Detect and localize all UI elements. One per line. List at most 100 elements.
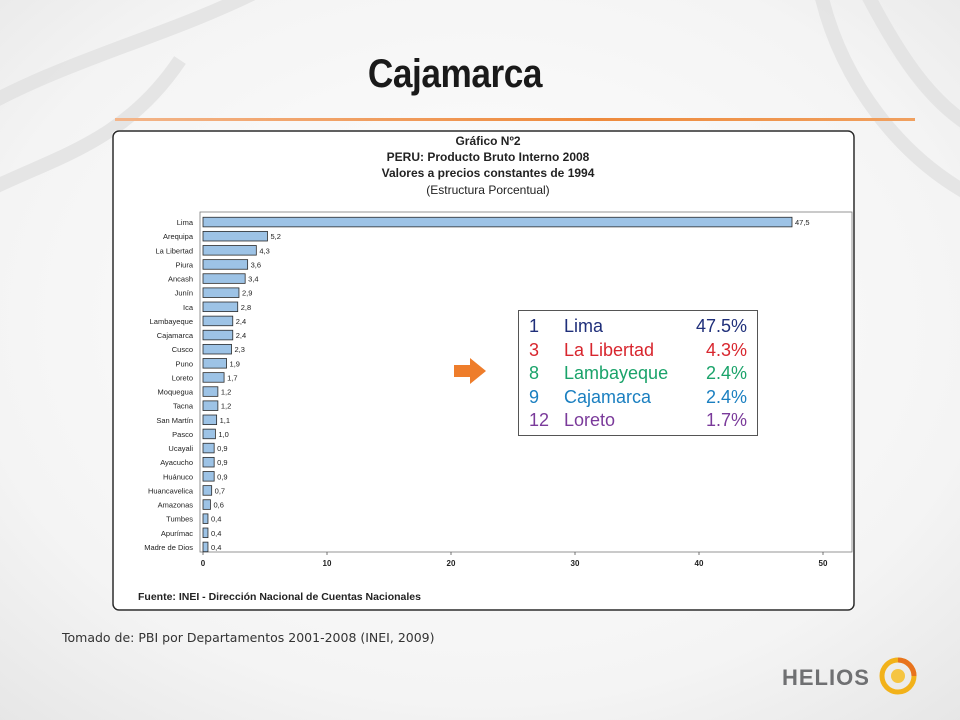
- callout-pct: 1.7%: [705, 410, 747, 430]
- category-label: Tacna: [173, 402, 194, 411]
- x-tick-label: 50: [819, 559, 828, 568]
- category-label: Huánuco: [163, 472, 193, 481]
- category-label: Huancavelica: [148, 486, 194, 495]
- bar: [202, 216, 793, 228]
- logo-text: HELIOS: [782, 665, 870, 690]
- category-label: Arequipa: [163, 232, 194, 241]
- value-label: 1,9: [230, 359, 240, 368]
- value-label: 0,7: [215, 486, 225, 495]
- bar: [202, 273, 246, 284]
- bar: [202, 414, 218, 426]
- callout-name: La Libertad: [564, 339, 655, 360]
- value-label: 2,9: [242, 289, 252, 298]
- bar: [202, 499, 211, 510]
- right-arrow-icon: [454, 358, 486, 384]
- value-label: 0,4: [211, 543, 221, 552]
- value-label: 2,3: [235, 345, 245, 354]
- plot-area: [199, 211, 853, 553]
- chart-source: Fuente: INEI - Dirección Nacional de Cue…: [138, 591, 421, 603]
- category-label: Ica: [183, 303, 194, 312]
- x-tick-label: 10: [323, 559, 332, 568]
- callout-name: Lambayeque: [564, 363, 669, 383]
- bar: [202, 527, 209, 539]
- bar: [202, 386, 219, 397]
- category-label: San Martín: [156, 416, 193, 425]
- bar: [202, 400, 219, 411]
- value-label: 2,8: [241, 303, 251, 312]
- bar: [202, 329, 234, 341]
- category-label: Cusco: [172, 345, 193, 354]
- bar: [202, 287, 240, 298]
- value-label: 2,4: [236, 331, 246, 340]
- category-label: Lambayeque: [150, 317, 193, 326]
- callout-rank: 8: [529, 363, 540, 383]
- callout-rank: 3: [529, 339, 540, 360]
- value-label: 47,5: [795, 218, 810, 227]
- bar: [202, 442, 215, 454]
- bar: [202, 541, 209, 553]
- value-label: 0,9: [217, 458, 227, 467]
- value-label: 0,4: [211, 515, 221, 524]
- category-label: Tumbes: [166, 515, 193, 524]
- category-label: Amazonas: [158, 501, 194, 510]
- callout-row: 3 La Libertad 4.3%: [519, 340, 757, 362]
- bar: [202, 471, 215, 482]
- bar: [202, 343, 232, 355]
- x-tick-label: 40: [695, 559, 704, 568]
- value-label: 0,4: [211, 529, 221, 538]
- helios-sun-icon: [879, 657, 917, 695]
- chart-title-line: (Estructura Porcentual): [426, 183, 549, 197]
- category-label: Cajamarca: [157, 331, 194, 340]
- value-label: 1,7: [227, 373, 237, 382]
- x-tick-label: 30: [571, 559, 580, 568]
- callout-row: 9 Cajamarca 2.4%: [519, 387, 757, 409]
- bar: [202, 259, 249, 270]
- callout-rank: 9: [529, 386, 540, 407]
- category-label: Ancash: [168, 275, 193, 284]
- ranking-callout: 1 Lima 47.5% 3 La Libertad 4.3% 8 Lambayeque 2.4…: [518, 310, 758, 436]
- x-tick-label: 0: [201, 559, 206, 568]
- callout-pct: 47.5%: [695, 316, 747, 336]
- callout-row: 8 Lambayeque 2.4%: [519, 363, 757, 385]
- value-label: 1,2: [221, 388, 231, 397]
- value-label: 4,3: [259, 246, 269, 255]
- value-label: 0,9: [217, 472, 227, 481]
- value-label: 1,2: [221, 402, 231, 411]
- category-label: Ayacucho: [160, 458, 193, 467]
- slide-title: Cajamarca: [367, 52, 543, 96]
- callout-name: Loreto: [564, 410, 616, 430]
- callout-row: 12 Loreto 1.7%: [519, 410, 757, 432]
- category-label: La Libertad: [155, 246, 193, 255]
- value-label: 1,0: [218, 430, 228, 439]
- callout-row: 1 Lima 47.5%: [519, 316, 757, 338]
- bar: [202, 513, 209, 524]
- callout-pct: 4.3%: [705, 339, 747, 360]
- value-label: 1,1: [220, 416, 230, 425]
- category-label: Junín: [175, 289, 193, 298]
- source-note: Tomado de: PBI por Departamentos 2001-20…: [62, 630, 435, 645]
- bar: [202, 372, 225, 383]
- bar: [202, 485, 213, 496]
- callout-pct: 2.4%: [705, 386, 747, 407]
- value-label: 3,6: [251, 260, 261, 269]
- callout-rank: 12: [529, 410, 550, 430]
- title-divider: [115, 118, 915, 121]
- bar: [202, 301, 239, 313]
- value-label: 0,6: [213, 501, 223, 510]
- callout-pct: 2.4%: [705, 363, 747, 383]
- chart-title-line: PERU: Producto Bruto Interno 2008: [387, 150, 590, 164]
- x-tick-label: 20: [447, 559, 456, 568]
- value-label: 0,9: [217, 444, 227, 453]
- value-label: 2,4: [236, 317, 246, 326]
- bar: [202, 315, 234, 327]
- category-label: Puno: [175, 359, 193, 368]
- callout-rank: 1: [529, 316, 540, 336]
- bar: [202, 245, 257, 256]
- category-label: Apurímac: [161, 529, 193, 538]
- bar: [202, 428, 216, 440]
- helios-logo: HELIOS: [762, 640, 952, 712]
- category-label: Pasco: [172, 430, 193, 439]
- category-label: Madre de Dios: [144, 543, 193, 552]
- bar: [202, 230, 268, 242]
- value-label: 3,4: [248, 275, 258, 284]
